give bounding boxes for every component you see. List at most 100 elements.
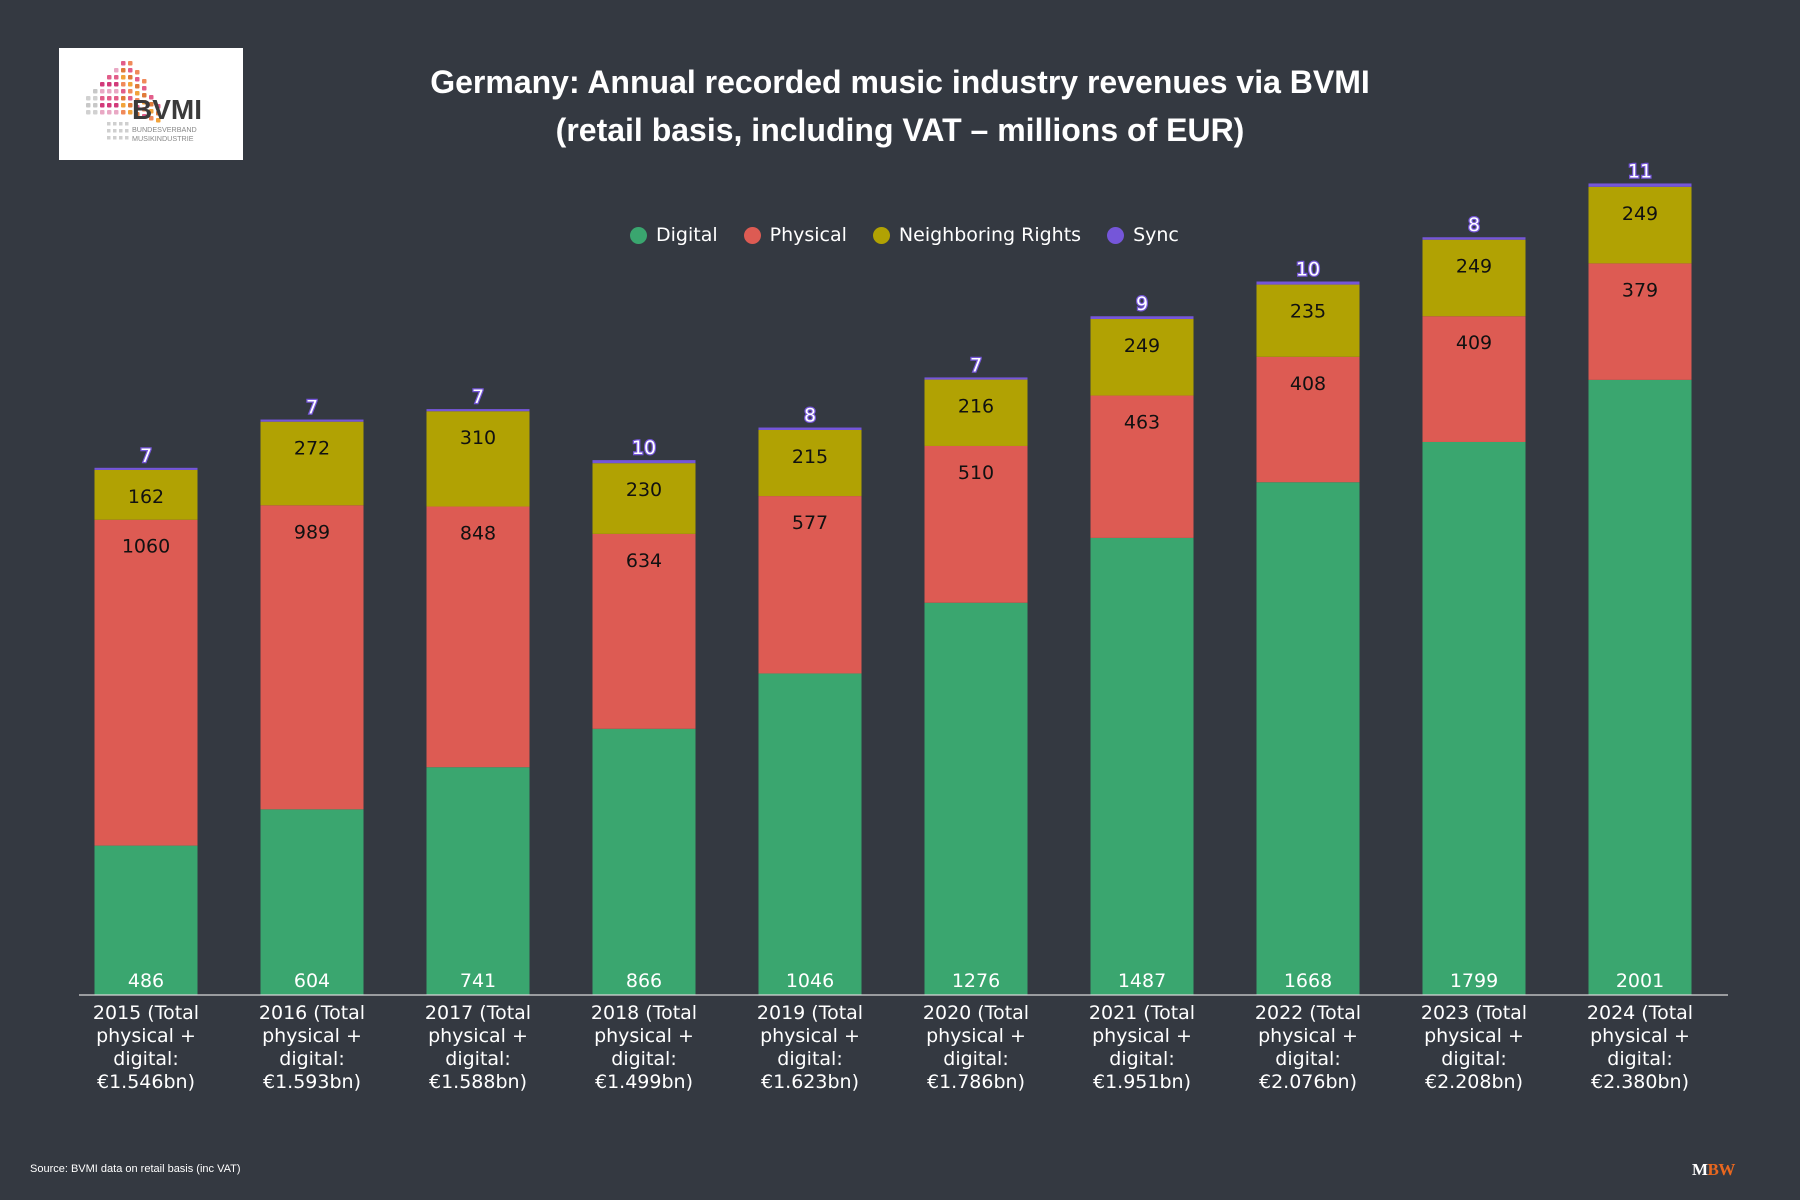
- logo-dot-15: [107, 89, 112, 94]
- bar-digital-6[interactable]: [1090, 537, 1194, 995]
- bar-physical-9[interactable]: [1588, 263, 1692, 380]
- legend-label-digital: Digital: [656, 224, 718, 246]
- legend-marker-sync: [1107, 226, 1125, 244]
- logo-dot-50: [142, 100, 147, 105]
- data-label-physical-6: 463: [1124, 412, 1160, 434]
- x-tick-label-9: 2024 (Total physical + digital: €2.380bn): [1587, 1002, 1693, 1093]
- legend-label-neighboring-rights: Neighboring Rights: [898, 224, 1082, 246]
- bar-digital-5[interactable]: [924, 602, 1028, 995]
- bar-neighboring-rights-0[interactable]: [94, 469, 198, 520]
- logo-dot-30: [121, 75, 126, 80]
- bar-sync-0[interactable]: [94, 467, 198, 470]
- logo-dot-20: [114, 96, 119, 101]
- data-label-digital-9: 2001: [1616, 970, 1664, 992]
- bar-physical-4[interactable]: [758, 496, 862, 674]
- bar-neighboring-rights-2[interactable]: [426, 411, 530, 507]
- chart-title: Germany: Annual recorded music industry …: [250, 58, 1550, 154]
- logo-dot-1: [86, 103, 91, 108]
- logo-dot-64: [113, 122, 117, 126]
- data-label-physical-0: 1060: [122, 536, 170, 558]
- data-label-physical-2: 848: [460, 523, 496, 545]
- bar-neighboring-rights-1[interactable]: [260, 421, 364, 506]
- logo-dot-32: [121, 61, 126, 66]
- bar-physical-8[interactable]: [1422, 316, 1526, 442]
- data-label-neighboring-rights-1: 272: [294, 438, 330, 460]
- bar-digital-9[interactable]: [1588, 379, 1692, 995]
- bar-neighboring-rights-8[interactable]: [1422, 239, 1526, 317]
- data-label-sync-9: 11: [1628, 160, 1652, 182]
- legend-item-digital[interactable]: Digital: [630, 224, 718, 246]
- bar-physical-6[interactable]: [1090, 395, 1194, 538]
- data-label-digital-6: 1487: [1118, 970, 1166, 992]
- legend-marker-physical: [743, 226, 761, 244]
- data-label-sync-8: 8: [1468, 214, 1480, 236]
- data-label-sync-6: 9: [1136, 293, 1148, 315]
- bar-sync-2[interactable]: [426, 409, 530, 412]
- bar-physical-0[interactable]: [94, 519, 198, 846]
- legend-marker-digital: [630, 226, 647, 244]
- data-label-digital-8: 1799: [1450, 970, 1498, 992]
- data-label-neighboring-rights-7: 235: [1290, 301, 1326, 323]
- bar-sync-1[interactable]: [260, 419, 364, 422]
- bar-digital-8[interactable]: [1422, 441, 1526, 995]
- bar-physical-3[interactable]: [592, 533, 696, 729]
- data-label-neighboring-rights-6: 249: [1124, 335, 1160, 357]
- logo-dot-34: [128, 103, 133, 108]
- logo-dot-39: [128, 68, 133, 73]
- data-label-neighboring-rights-8: 249: [1456, 256, 1492, 278]
- bar-neighboring-rights-4[interactable]: [758, 429, 862, 497]
- logo-dot-53: [142, 79, 147, 84]
- logo-dot-63: [107, 136, 111, 140]
- data-label-neighboring-rights-2: 310: [460, 427, 496, 449]
- bar-digital-4[interactable]: [758, 673, 862, 995]
- data-label-physical-5: 510: [958, 462, 994, 484]
- bar-digital-7[interactable]: [1256, 482, 1360, 995]
- logo-dot-49: [142, 107, 147, 112]
- data-label-physical-4: 577: [792, 512, 828, 534]
- bar-sync-7[interactable]: [1256, 281, 1360, 285]
- bar-sync-3[interactable]: [592, 460, 696, 464]
- logo-dot-7: [100, 110, 105, 115]
- x-tick-label-4: 2019 (Total physical + digital: €1.623bn): [757, 1002, 863, 1093]
- logo-dot-5: [93, 96, 98, 101]
- bar-sync-4[interactable]: [758, 427, 862, 430]
- logo-dot-48: [142, 114, 147, 119]
- logo-dot-54: [149, 116, 154, 121]
- logo-dot-36: [128, 89, 133, 94]
- bvmi-logo: BVMI BUNDESVERBAND MUSIKINDUSTRIE: [59, 48, 243, 160]
- bar-digital-0[interactable]: [94, 845, 198, 995]
- logo-dot-21: [114, 89, 119, 94]
- bar-digital-1[interactable]: [260, 809, 364, 995]
- logo-dot-56: [149, 102, 154, 107]
- bar-physical-5[interactable]: [924, 445, 1028, 603]
- logo-dot-31: [121, 68, 126, 73]
- bar-sync-6[interactable]: [1090, 316, 1194, 320]
- bar-physical-1[interactable]: [260, 505, 364, 810]
- logo-dot-52: [142, 86, 147, 91]
- logo-line1: BUNDESVERBAND: [132, 125, 197, 134]
- bar-sync-5[interactable]: [924, 377, 1028, 380]
- bar-digital-2[interactable]: [426, 767, 530, 995]
- data-label-physical-8: 409: [1456, 332, 1492, 354]
- logo-line2: MUSIKINDUSTRIE: [132, 134, 194, 143]
- bar-neighboring-rights-6[interactable]: [1090, 319, 1194, 396]
- logo-dot-38: [128, 75, 133, 80]
- mbw-logo-m: M: [1692, 1160, 1708, 1179]
- bar-neighboring-rights-7[interactable]: [1256, 284, 1360, 357]
- bar-neighboring-rights-5[interactable]: [924, 379, 1028, 446]
- bar-digital-3[interactable]: [592, 728, 696, 995]
- data-label-physical-3: 634: [626, 550, 662, 572]
- legend-item-neighboring-rights[interactable]: Neighboring Rights: [872, 224, 1082, 246]
- bar-neighboring-rights-9[interactable]: [1588, 186, 1692, 264]
- legend-item-physical[interactable]: Physical: [743, 224, 847, 246]
- bar-sync-9[interactable]: [1588, 183, 1692, 187]
- logo-dot-28: [121, 89, 126, 94]
- logo-dot-68: [119, 129, 123, 133]
- mbw-logo: MBW: [1692, 1160, 1735, 1180]
- bar-sync-8[interactable]: [1422, 237, 1526, 240]
- bar-physical-7[interactable]: [1256, 356, 1360, 483]
- bar-neighboring-rights-3[interactable]: [592, 463, 696, 534]
- legend-item-sync[interactable]: Sync: [1107, 224, 1179, 246]
- bar-physical-2[interactable]: [426, 506, 530, 768]
